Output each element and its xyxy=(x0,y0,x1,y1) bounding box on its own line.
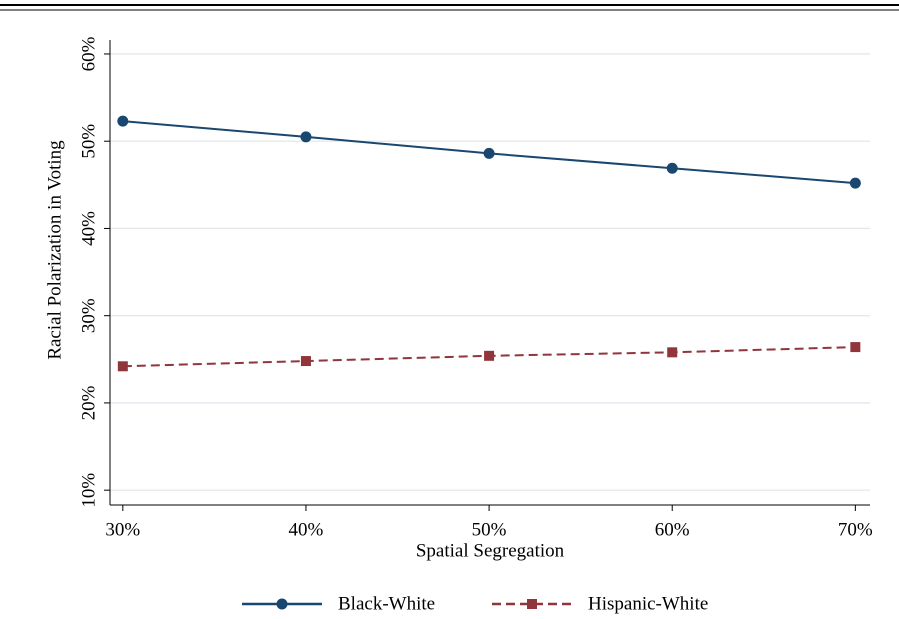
legend-marker xyxy=(276,598,288,610)
marker xyxy=(666,162,678,174)
x-tick-label: 40% xyxy=(289,519,324,540)
marker xyxy=(849,177,861,189)
x-tick-label: 60% xyxy=(655,519,690,540)
marker xyxy=(483,147,495,159)
y-tick-label: 60% xyxy=(78,36,99,71)
x-tick-label: 50% xyxy=(472,519,507,540)
y-tick-label: 50% xyxy=(78,124,99,159)
legend-label: Black-White xyxy=(338,593,435,614)
x-tick-label: 70% xyxy=(838,519,873,540)
legend-label: Hispanic-White xyxy=(588,593,708,614)
y-tick-label: 30% xyxy=(78,298,99,333)
legend-marker xyxy=(527,599,537,609)
marker xyxy=(117,115,129,127)
marker xyxy=(300,131,312,143)
marker xyxy=(850,342,861,353)
y-tick-label: 40% xyxy=(78,211,99,246)
y-tick-label: 20% xyxy=(78,385,99,420)
y-tick-label: 10% xyxy=(78,473,99,508)
x-axis-title: Spatial Segregation xyxy=(416,540,565,561)
marker xyxy=(667,347,678,358)
y-axis-title: Racial Polarization in Voting xyxy=(44,140,65,360)
marker xyxy=(484,350,495,361)
marker xyxy=(300,356,311,367)
x-tick-label: 30% xyxy=(105,519,140,540)
marker xyxy=(117,361,128,372)
